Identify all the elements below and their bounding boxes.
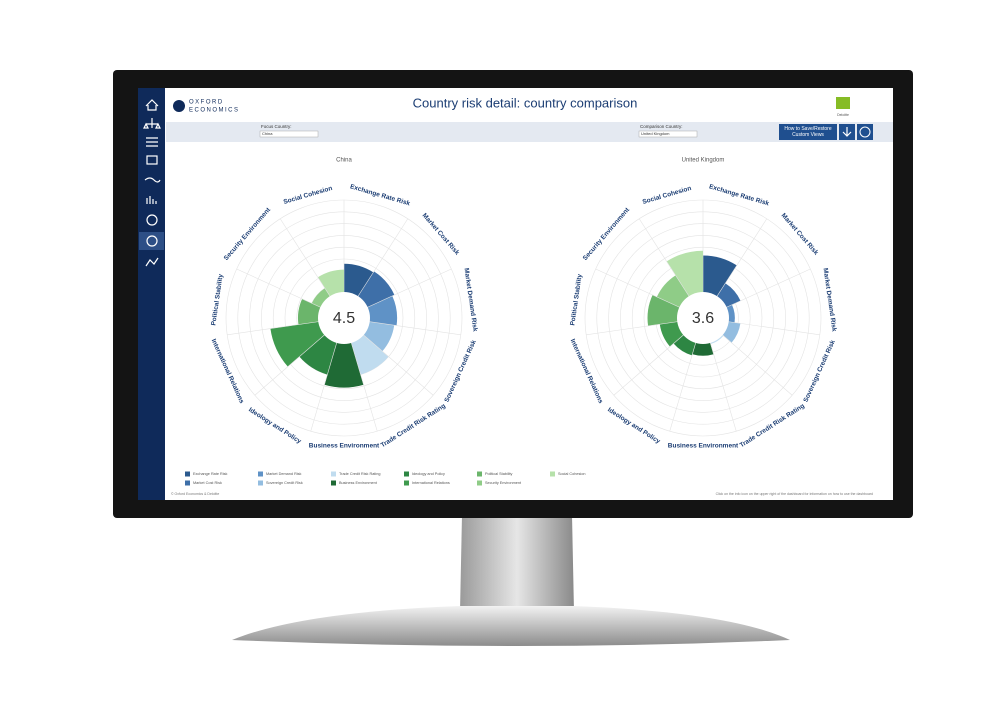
center-score: 3.6 [692,310,714,327]
filter-label: Comparison Country: [640,124,683,129]
center-hole [318,292,370,344]
legend-swatch [477,471,482,477]
legend-swatch [404,471,409,477]
legend-label: International Relations [412,481,450,485]
chart-icon[interactable] [146,155,158,165]
filter-label: Focus Country: [261,124,292,129]
legend-swatch [404,480,409,486]
legend-swatch [477,480,482,486]
map-icon[interactable] [144,177,161,183]
legend-swatch [185,471,190,477]
comparison-dropdown[interactable] [638,130,698,138]
info-icon [859,126,871,138]
monitor-base [232,606,790,646]
legend-label: Political Stability [485,472,513,476]
legend-swatch [185,480,190,486]
help-button[interactable] [779,124,837,140]
legend-swatch [331,480,336,486]
legend-label: Market Demand Risk [266,472,302,476]
dropdown-value: United Kingdom [641,131,670,136]
sector-label: Business Environment [668,443,739,450]
legend-label: Exchange Rate Risk [193,472,228,476]
logo-text: OXFORD [189,100,224,106]
legend-swatch [331,471,336,477]
chart-title: China [336,158,352,164]
chart-title: United Kingdom [682,158,725,164]
radar-icon[interactable] [146,235,158,247]
legend-swatch [258,480,263,486]
center-score: 4.5 [333,310,355,327]
dropdown-value: China [262,131,273,136]
help-button-label: How to Save/Restore Custom Views [784,126,832,138]
sector-label: Business Environment [309,443,380,450]
legend-label: Trade Credit Risk Rating [339,472,380,476]
logo-mark [173,100,185,112]
legend-label: Market Cost Risk [193,481,222,485]
partner-logo [836,97,850,109]
page-title: Country risk detail: country comparison [413,95,638,110]
info-button[interactable] [857,124,873,140]
sector [324,318,364,388]
home-icon[interactable] [145,99,159,111]
partner-text: Deloitte [837,113,849,117]
trend-icon[interactable] [145,257,159,267]
focus-dropdown[interactable] [259,130,319,138]
logo-text: ECONOMICS [189,108,240,114]
footer-right: Click on the info icon on the upper righ… [716,492,873,496]
legend-swatch [550,471,555,477]
filter-bar [166,122,893,142]
sidebar-active [139,232,164,250]
legend-label: Social Cohesion [558,472,585,476]
footer-left: © Oxford Economics & Deloitte [171,492,219,496]
list-icon[interactable] [146,137,158,147]
bar-icon[interactable] [146,196,157,204]
legend-label: Ideology and Policy [412,472,445,476]
sidebar-icons [143,99,161,226]
legend-label: Sovereign Credit Risk [266,481,303,485]
download-icon [842,127,852,137]
pie-icon[interactable] [146,214,158,226]
sidebar [138,88,165,500]
legend-label: Business Environment [339,481,378,485]
screen [138,88,893,500]
center-hole [677,292,729,344]
monitor-neck [460,515,574,612]
compare-icon[interactable] [143,118,161,129]
legend-label: Security Environment [485,481,522,485]
help-button-text: How to Save/Restore Custom Views [784,126,832,138]
legend-swatch [258,471,263,477]
